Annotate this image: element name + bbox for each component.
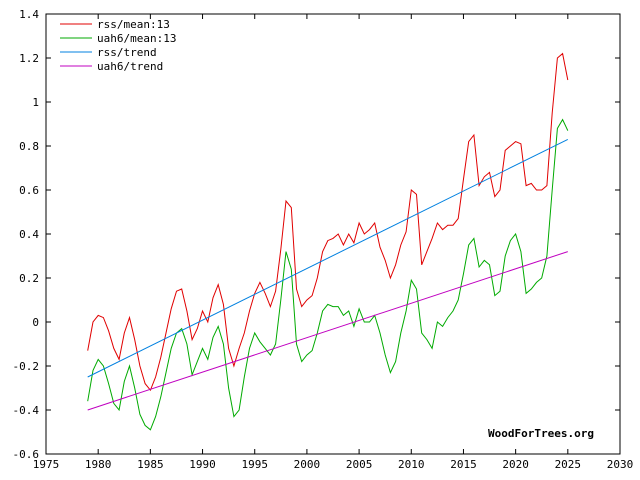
y-tick-label: 0 xyxy=(32,316,39,329)
x-tick-label: 2025 xyxy=(555,458,582,471)
y-tick-label: 1 xyxy=(32,96,39,109)
y-tick-label: 0.6 xyxy=(19,184,39,197)
x-tick-label: 1990 xyxy=(189,458,216,471)
axes-layer: 1975 1980 1985 1990 1995 2000 2005 2010 2015 2020… xyxy=(13,8,634,471)
x-tick-label: 2015 xyxy=(450,458,477,471)
x-tick-label: 1985 xyxy=(137,458,164,471)
series-layer xyxy=(87,52,569,431)
legend-label: uah6/trend xyxy=(97,60,163,73)
watermark-text: WoodForTrees.org xyxy=(488,427,594,440)
x-tick-label: 2005 xyxy=(346,458,373,471)
series-line-uah6-trend xyxy=(87,251,568,411)
x-tick-label: 1975 xyxy=(33,458,60,471)
x-tick-label: 1980 xyxy=(85,458,112,471)
y-tick-label: -0.2 xyxy=(13,360,40,373)
y-tick-label: -0.4 xyxy=(13,404,40,417)
legend: rss/mean:13uah6/mean:13rss/trenduah6/tre… xyxy=(60,18,176,73)
y-tick-label: 0.8 xyxy=(19,140,39,153)
series-line-rss-mean-13 xyxy=(87,52,569,392)
series-line-rss-trend xyxy=(87,138,569,378)
x-tick-label: 2020 xyxy=(502,458,529,471)
legend-label: uah6/mean:13 xyxy=(97,32,176,45)
y-tick-label: 1.2 xyxy=(19,52,39,65)
x-tick-label: 1995 xyxy=(241,458,268,471)
legend-label: rss/trend xyxy=(97,46,157,59)
x-tick-label: 2010 xyxy=(398,458,425,471)
y-tick-label: 0.4 xyxy=(19,228,39,241)
y-tick-label: 1.4 xyxy=(19,8,39,21)
series-line-uah6-mean-13 xyxy=(87,118,569,431)
x-tick-label: 2030 xyxy=(607,458,634,471)
legend-label: rss/mean:13 xyxy=(97,18,170,31)
y-tick-label: -0.6 xyxy=(13,448,40,461)
x-tick-label: 2000 xyxy=(294,458,321,471)
y-tick-label: 0.2 xyxy=(19,272,39,285)
